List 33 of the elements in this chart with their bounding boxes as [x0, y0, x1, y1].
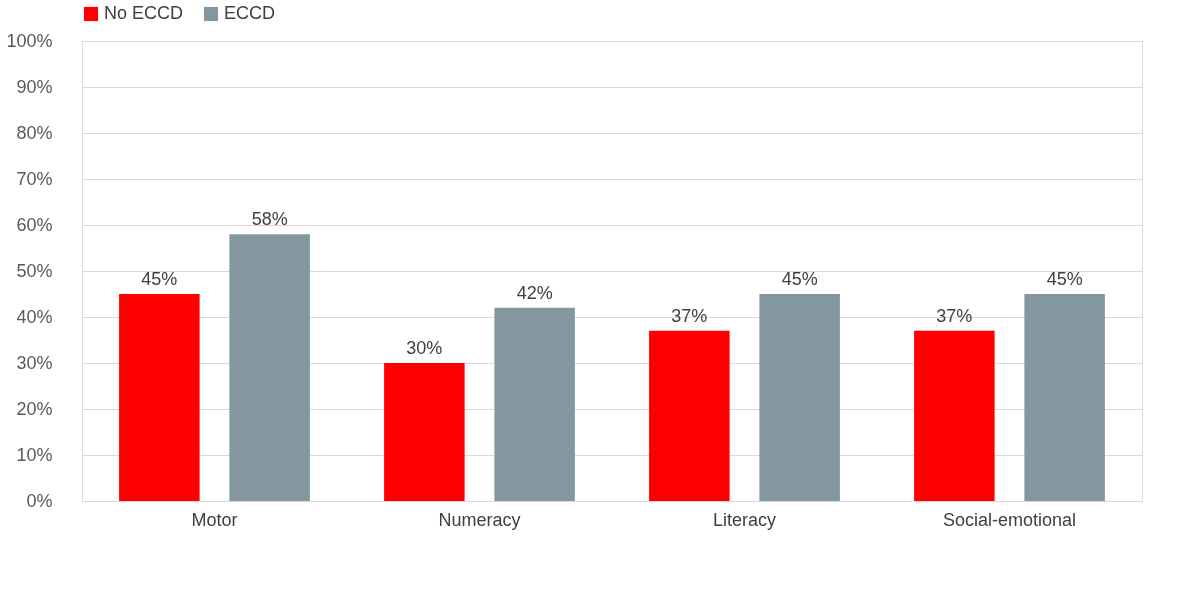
bar: [494, 307, 575, 501]
data-label: 45%: [1046, 269, 1083, 289]
bar: [759, 294, 840, 501]
data-label: 58%: [251, 209, 288, 230]
data-label: 37%: [671, 305, 708, 326]
bar: [119, 294, 200, 501]
y-tick-label: 0%: [26, 490, 53, 511]
x-tick-label: Numeracy: [438, 509, 521, 530]
y-tick-label: 20%: [16, 398, 53, 419]
x-tick-label: Motor: [191, 509, 238, 530]
x-tick-label: Social-emotional: [942, 509, 1077, 530]
x-tick-label: Literacy: [712, 509, 777, 530]
data-label: 45%: [781, 269, 818, 289]
bar: [384, 363, 465, 501]
data-label: 45%: [141, 269, 178, 289]
data-label: 42%: [516, 282, 553, 303]
y-tick-label: 30%: [16, 352, 53, 373]
data-label: 30%: [406, 338, 443, 358]
legend-label: ECCD: [224, 3, 276, 23]
data-label: 37%: [936, 305, 973, 326]
y-tick-label: 90%: [16, 76, 53, 97]
bar: [229, 234, 310, 501]
y-tick-label: 60%: [16, 214, 53, 235]
y-tick-label: 40%: [16, 306, 53, 327]
y-tick-label: 80%: [16, 122, 53, 143]
legend-label: No ECCD: [104, 3, 184, 23]
y-tick-label: 10%: [16, 444, 53, 465]
bar: [1024, 294, 1105, 501]
y-tick-label: 50%: [16, 260, 53, 281]
bar: [914, 330, 995, 501]
y-tick-label: 70%: [16, 168, 53, 189]
y-tick-label: 100%: [6, 30, 53, 51]
bar: [649, 330, 730, 501]
